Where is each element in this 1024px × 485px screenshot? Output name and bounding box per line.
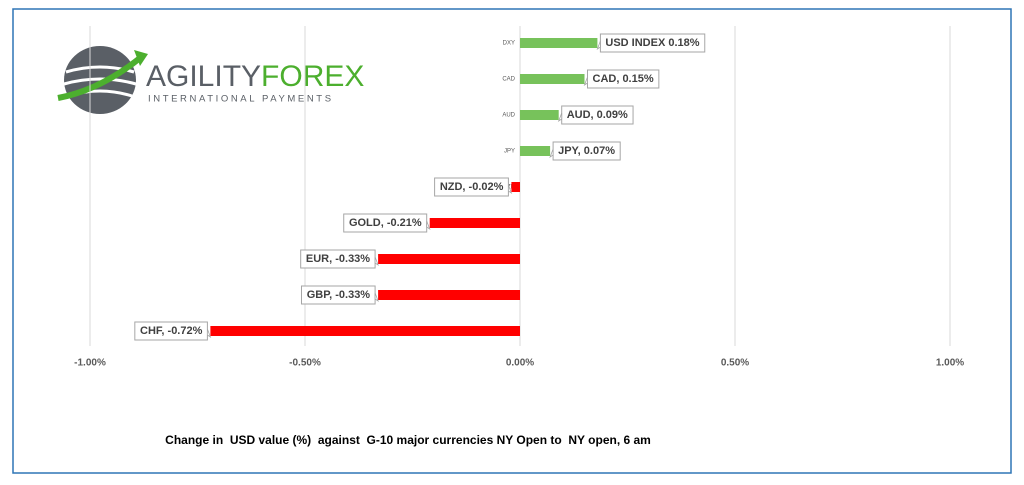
bar	[520, 110, 559, 120]
data-label: CHF, -0.72%	[134, 321, 212, 341]
bar	[520, 146, 551, 156]
data-label-text: JPY, 0.07%	[558, 145, 615, 157]
data-label-pointer	[557, 112, 563, 123]
logo-name-part: FOREX	[261, 60, 364, 93]
data-label-pointer	[549, 148, 554, 159]
data-label: EUR, -0.33%	[300, 249, 379, 269]
data-label-text: GBP, -0.33%	[307, 289, 371, 301]
data-label: AUD, 0.09%	[557, 105, 634, 125]
data-label-pointer	[374, 256, 379, 267]
data-label-pointer	[374, 292, 379, 303]
x-tick-label: -1.00%	[74, 358, 106, 369]
bar	[378, 290, 520, 300]
logo: AGILITYFOREX INTERNATIONAL PAYMENTS	[57, 46, 364, 114]
x-tick-label: -0.50%	[289, 358, 321, 369]
logo-name-part: AGILITY	[146, 60, 261, 93]
bar	[520, 74, 585, 84]
bar	[520, 38, 598, 48]
x-tick-label: 1.00%	[936, 358, 964, 369]
data-label: GBP, -0.33%	[300, 285, 379, 305]
y-tick-label: CAD	[502, 77, 515, 83]
frame	[12, 8, 1012, 474]
caption: Change in USD value (%) against G-10 maj…	[165, 433, 651, 447]
data-label: CAD, 0.15%	[583, 69, 660, 89]
data-label-pointer	[426, 220, 431, 231]
data-label: NZD, -0.02%	[434, 177, 513, 197]
data-label-text: NZD, -0.02%	[440, 181, 504, 193]
data-label-text: AUD, 0.09%	[567, 109, 628, 121]
data-label-pointer	[596, 40, 601, 51]
bar	[511, 182, 520, 192]
data-label-text: USD INDEX 0.18%	[605, 37, 699, 49]
x-tick-label: 0.50%	[721, 358, 749, 369]
y-tick-label: AUD	[502, 113, 515, 119]
logo-name: AGILITYFOREX	[146, 60, 364, 93]
data-label: JPY, 0.07%	[549, 141, 621, 161]
data-label: GOLD, -0.21%	[343, 213, 431, 233]
x-tick-label: 0.00%	[506, 358, 534, 369]
data-label-text: CHF, -0.72%	[140, 325, 203, 337]
logo-tagline: INTERNATIONAL PAYMENTS	[148, 94, 334, 105]
data-label-pointer	[206, 328, 212, 339]
data-label-pointer	[583, 76, 588, 87]
data-label-pointer	[507, 184, 513, 195]
data-label-text: EUR, -0.33%	[306, 253, 370, 265]
data-label-text: CAD, 0.15%	[593, 73, 654, 85]
y-tick-label: JPY	[504, 149, 515, 155]
data-label: USD INDEX 0.18%	[596, 33, 706, 53]
bar	[378, 254, 520, 264]
y-tick-label: DXY	[503, 41, 515, 47]
bar	[210, 326, 520, 336]
bar	[429, 218, 520, 228]
data-label-text: GOLD, -0.21%	[349, 217, 422, 229]
